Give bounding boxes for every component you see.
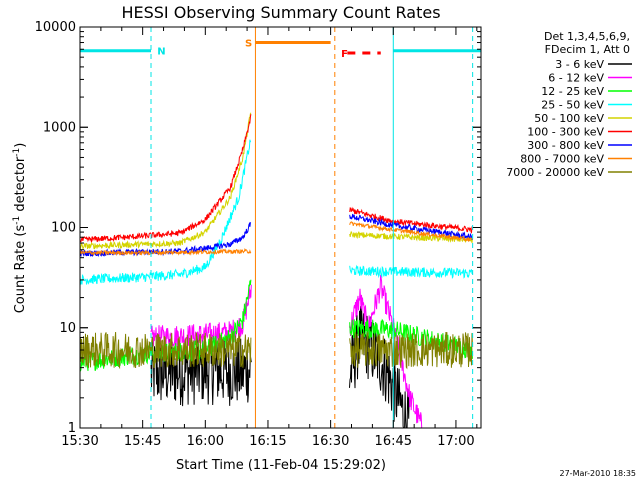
x-tick-label-5: 16:45 — [375, 434, 412, 449]
flag-markers: NSF — [79, 27, 481, 428]
x-axis-label: Start Time (11-Feb-04 15:29:02) — [176, 458, 386, 473]
legend-label-3: 25 - 50 keV — [541, 99, 604, 112]
flag-label-2: F — [341, 49, 348, 60]
plot-area: NSF — [79, 27, 481, 428]
x-tick-label-0: 15:30 — [61, 434, 98, 449]
legend-label-0: 3 - 6 keV — [555, 58, 604, 71]
legend-label-2: 12 - 25 keV — [541, 85, 604, 98]
y-tick-label-3: 1000 — [43, 120, 76, 135]
y-axis-label-sup1: -1 — [12, 216, 22, 225]
flag-label-1: S — [245, 39, 252, 50]
axes — [79, 26, 482, 429]
legend-label-1: 6 - 12 keV — [548, 72, 604, 85]
flag-label-0: N — [157, 47, 165, 58]
legend-label-7: 800 - 7000 keV — [520, 153, 604, 166]
y-axis-label-main: Count Rate (s — [13, 225, 28, 314]
x-tick-label-6: 17:00 — [437, 434, 474, 449]
y-tick-label-1: 10 — [59, 321, 76, 336]
x-tick-label-1: 15:45 — [124, 434, 161, 449]
y-axis-label-sup2: -1 — [12, 148, 22, 157]
y-tick-label-4: 10000 — [35, 20, 76, 35]
series-lines — [80, 112, 473, 428]
y-axis-label-end: ) — [13, 143, 28, 148]
x-tick-label-4: 16:30 — [312, 434, 349, 449]
tick-labels: 1 10 100 1000 10000 15:30 15:45 16:00 16:15 16:30… — [35, 20, 475, 449]
series-line-7 — [80, 221, 473, 257]
footer-stamp: 27-Mar-2010 18:35 — [560, 469, 637, 478]
chart-title: HESSI Observing Summary Count Rates — [121, 3, 440, 22]
legend-label-4: 50 - 100 keV — [534, 112, 604, 125]
legend-label-8: 7000 - 20000 keV — [506, 166, 604, 179]
series-line-8 — [80, 331, 473, 370]
y-tick-label-2: 100 — [51, 221, 76, 236]
y-tick-label-0: 1 — [68, 421, 76, 436]
legend-header-0: Det 1,3,4,5,6,9, — [544, 30, 630, 43]
legend-label-5: 100 - 300 keV — [527, 126, 604, 139]
series-line-3 — [80, 139, 473, 285]
plot-frame — [79, 26, 482, 429]
series-line-0 — [150, 304, 411, 428]
legend: Det 1,3,4,5,6,9,FDecim 1, Att 0 3 - 6 keV… — [506, 30, 632, 179]
y-axis-label: Count Rate (s-1 detector-1) — [12, 143, 28, 314]
series-line-5 — [80, 114, 473, 243]
x-tick-label-2: 16:00 — [187, 434, 224, 449]
y-axis-label-mid: detector — [13, 156, 28, 216]
x-tick-label-3: 16:15 — [249, 434, 286, 449]
legend-header-1: FDecim 1, Att 0 — [545, 43, 630, 56]
legend-label-6: 300 - 800 keV — [527, 139, 604, 152]
